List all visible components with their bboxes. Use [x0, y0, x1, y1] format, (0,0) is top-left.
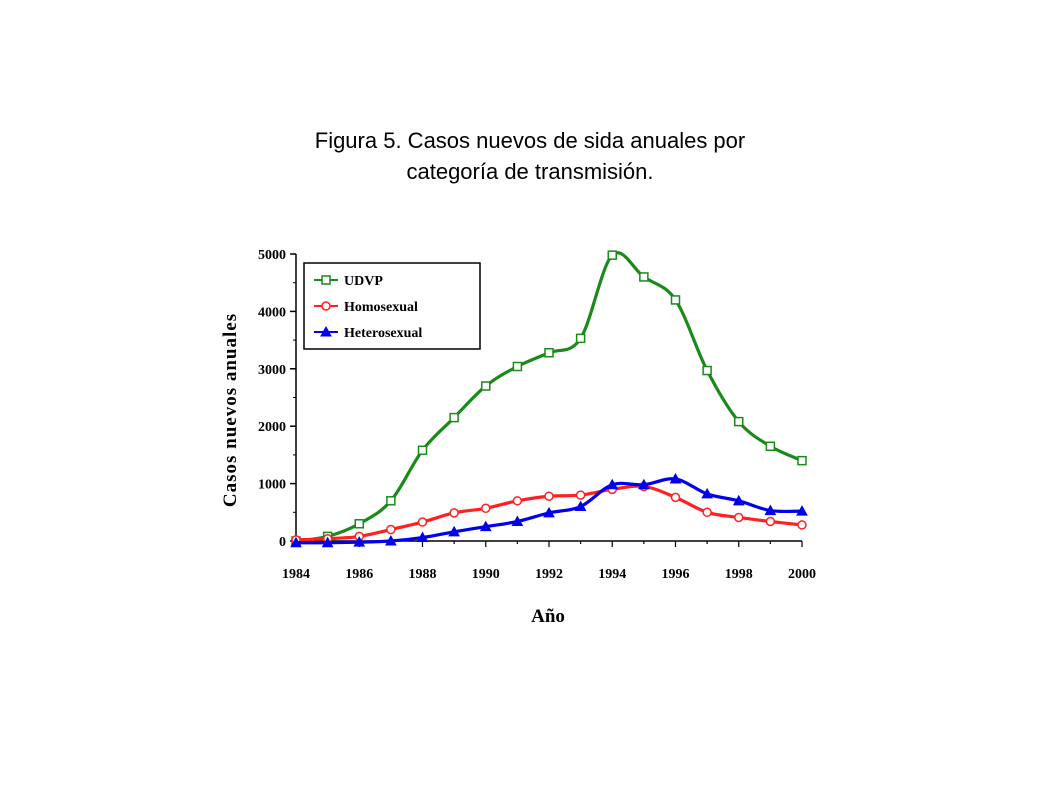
data-point-homosexual	[544, 491, 554, 501]
axes: 0 1000 2000 3000 4000 5000 1984 1986 1988 1990 199…	[258, 248, 816, 582]
y-tick-label: 2000	[258, 420, 286, 435]
chart-title-line-1: Figura 5. Casos nuevos de sida anuales p…	[314, 128, 746, 153]
data-point-heterosexual	[321, 536, 334, 548]
data-point-udvp	[575, 333, 586, 344]
data-point-homosexual	[481, 503, 491, 514]
data-point-heterosexual	[796, 505, 808, 516]
data-point-heterosexual	[353, 536, 366, 547]
data-point-homosexual	[670, 492, 681, 503]
data-point-udvp	[639, 272, 649, 282]
data-point-heterosexual	[764, 504, 777, 516]
legend-label-heterosexual: Heterosexual	[344, 326, 422, 341]
x-tick-label: 1984	[282, 567, 310, 582]
data-point-heterosexual	[606, 478, 619, 490]
data-point-udvp	[354, 519, 364, 529]
y-tick-label: 4000	[258, 305, 286, 320]
legend: UDVP Homosexual Heterosexual	[303, 262, 481, 350]
legend-label-udvp: UDVP	[344, 274, 383, 289]
data-point-homosexual	[797, 520, 807, 530]
legend-marker-heterosexual	[320, 325, 332, 337]
data-point-udvp	[544, 347, 554, 358]
data-point-udvp	[765, 441, 776, 452]
x-tick-label: 1996	[662, 567, 690, 582]
series-udvp	[291, 250, 807, 546]
chart-title: Figura 5. Casos nuevos de sida anuales p…	[230, 125, 830, 187]
data-point-udvp	[386, 496, 396, 506]
data-point-heterosexual	[448, 525, 460, 537]
chart-title-line-2: categoría de transmisión.	[406, 159, 654, 184]
x-tick-label: 1990	[472, 567, 500, 582]
data-point-udvp	[417, 445, 428, 456]
data-point-heterosexual	[669, 472, 682, 484]
series-layer	[290, 250, 808, 548]
data-point-heterosexual	[416, 531, 429, 543]
series-heterosexual	[290, 472, 808, 548]
legend-marker-homosexual	[321, 301, 331, 311]
y-tick-label: 0	[279, 535, 286, 550]
data-point-homosexual	[417, 517, 428, 527]
x-tick-label: 1986	[345, 567, 373, 582]
legend-marker-udvp	[321, 275, 331, 285]
y-tick-label: 5000	[258, 248, 286, 263]
data-point-heterosexual	[290, 536, 302, 548]
legend-item-homosexual: Homosexual	[314, 300, 418, 315]
legend-label-homosexual: Homosexual	[344, 300, 418, 315]
legend-item-udvp: UDVP	[314, 274, 383, 289]
data-point-udvp	[797, 455, 807, 466]
data-point-udvp	[512, 361, 523, 372]
data-point-udvp	[702, 365, 712, 376]
x-tick-label: 1998	[725, 567, 753, 582]
data-point-homosexual	[449, 508, 459, 518]
data-point-heterosexual	[638, 478, 650, 490]
data-point-heterosexual	[574, 500, 587, 512]
y-tick-label: 3000	[258, 363, 286, 378]
data-point-homosexual	[765, 516, 776, 527]
legend-item-heterosexual: Heterosexual	[314, 325, 422, 341]
x-tick-label: 1994	[598, 567, 626, 582]
data-point-udvp	[449, 412, 459, 423]
data-point-heterosexual	[479, 520, 492, 532]
data-point-heterosexual	[543, 506, 555, 518]
x-axis-title: Año	[531, 606, 565, 627]
x-tick-label: 1988	[409, 567, 437, 582]
x-tick-label: 1992	[535, 567, 563, 582]
data-point-heterosexual	[701, 487, 713, 499]
data-point-homosexual	[386, 524, 396, 535]
data-point-homosexual	[734, 512, 744, 523]
y-axis-title: Casos nuevos anuales	[220, 313, 241, 507]
data-point-heterosexual	[511, 515, 524, 526]
data-point-homosexual	[702, 507, 712, 518]
x-tick-label: 2000	[788, 567, 816, 582]
data-point-homosexual	[512, 496, 523, 506]
data-point-udvp	[670, 295, 681, 305]
data-point-homosexual	[575, 490, 586, 500]
y-tick-label: 1000	[258, 478, 286, 493]
data-point-heterosexual	[385, 534, 397, 546]
data-point-udvp	[607, 250, 617, 260]
data-point-heterosexual	[732, 494, 745, 506]
data-point-udvp	[734, 416, 744, 427]
data-point-udvp	[481, 381, 491, 391]
